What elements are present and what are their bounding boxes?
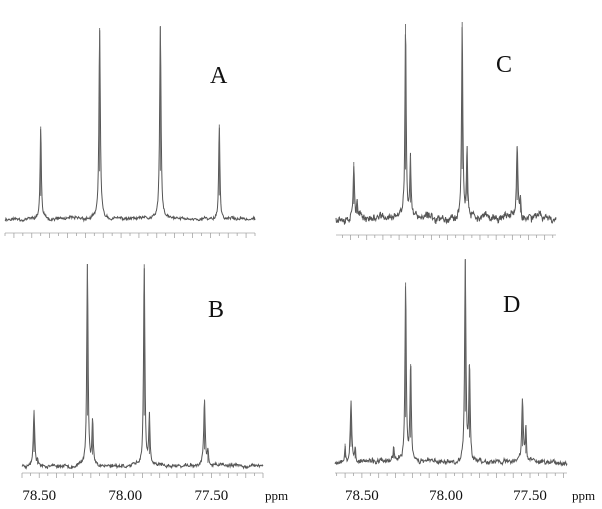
x-axis-c (336, 234, 556, 240)
x-unit-label-b: ppm (265, 488, 288, 503)
tick-label-b-2: 77.50 (194, 488, 228, 504)
spectrum-panel-a: A (4, 26, 256, 238)
spectrum-panel-d: 78.50 78.00 77.50 D ppm (334, 258, 595, 504)
x-unit-label-d: ppm (572, 488, 595, 503)
spectrum-trace-c (335, 27, 557, 225)
tick-label-d-2: 77.50 (513, 488, 547, 504)
spectrum-trace-d (334, 258, 568, 467)
tick-label-d-0: 78.50 (345, 488, 379, 504)
tick-label-d-1: 78.00 (429, 488, 463, 504)
spectrum-trace-b (21, 263, 264, 470)
panel-label-b: B (208, 297, 224, 323)
spectrum-panel-c: C (335, 22, 557, 240)
x-axis-b: 78.50 78.00 77.50 (21, 472, 264, 504)
x-axis-d: 78.50 78.00 77.50 (335, 472, 567, 504)
spectrum-trace-a (4, 26, 256, 223)
x-axis-a (4, 232, 256, 238)
tick-label-b-1: 78.00 (108, 488, 142, 504)
panel-label-a: A (210, 63, 228, 89)
tick-label-b-0: 78.50 (22, 488, 56, 504)
spectrum-panel-b: 78.50 78.00 77.50 B ppm (21, 263, 288, 504)
panel-label-d: D (503, 292, 520, 318)
panel-label-c: C (496, 52, 512, 78)
